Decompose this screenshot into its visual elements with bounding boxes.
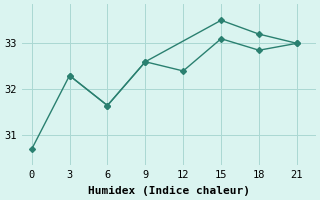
X-axis label: Humidex (Indice chaleur): Humidex (Indice chaleur) <box>88 186 250 196</box>
